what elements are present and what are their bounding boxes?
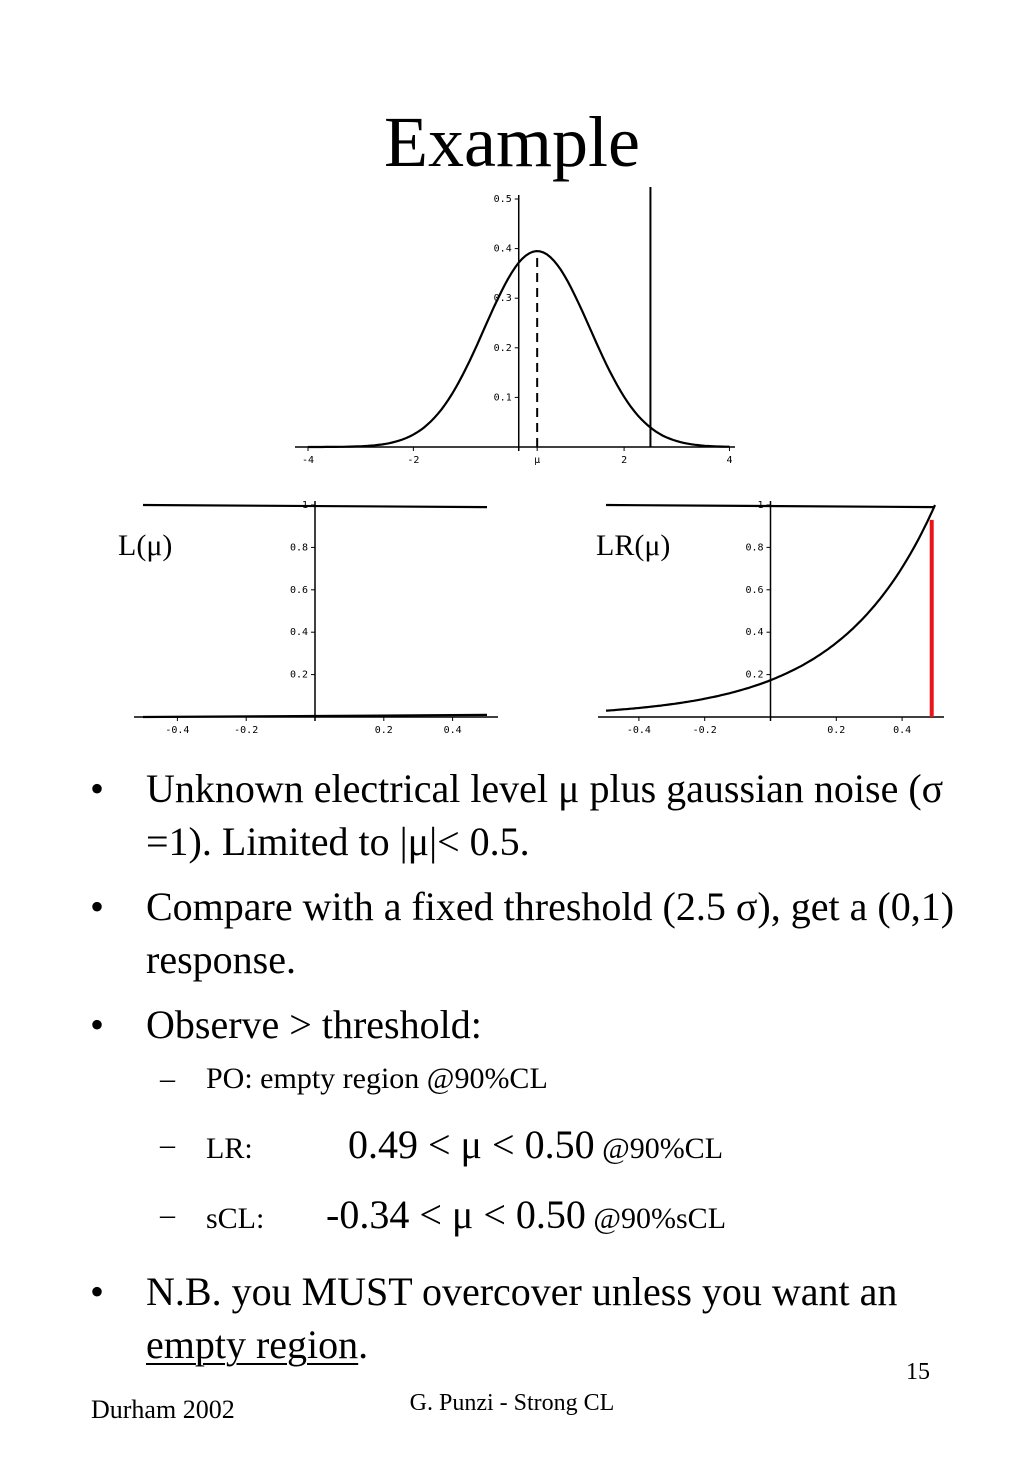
- sub-bullet-po: – PO: empty region @90%CL: [90, 1059, 970, 1099]
- lr-label: LR:: [206, 1132, 253, 1165]
- y-tick-label: 0.8: [290, 542, 308, 553]
- empty-region-link: empty region: [146, 1322, 359, 1367]
- series-line: [142, 713, 488, 719]
- y-tick-label: 0.4: [745, 627, 763, 638]
- x-tick-label: 0.4: [444, 725, 462, 736]
- y-tick-label: 0.5: [494, 194, 512, 205]
- x-tick-label: 0.4: [893, 725, 911, 736]
- lr-cl: @90%CL: [602, 1132, 724, 1165]
- bullet-item: • N.B. you MUST overcover unless you wan…: [90, 1265, 970, 1371]
- bullet-dot: •: [90, 1002, 105, 1047]
- bullet-item: • Compare with a fixed threshold (2.5 σ)…: [90, 880, 970, 986]
- sub-bullet-lr: – LR: 0.49 < μ < 0.50 @90%CL: [90, 1125, 970, 1169]
- plot-label: L(μ): [118, 529, 172, 562]
- bullet-text: Compare with a fixed threshold (2.5 σ), …: [146, 884, 955, 982]
- slide-title: Example: [384, 102, 640, 182]
- footer-center: G. Punzi - Strong CL: [409, 1390, 615, 1416]
- x-tick-label: 0.2: [827, 725, 845, 736]
- bullet-text-suffix: .: [358, 1322, 369, 1367]
- scl-cl: @90%sCL: [593, 1202, 727, 1235]
- y-tick-label: 0.4: [494, 244, 512, 255]
- page-number: 15: [906, 1359, 930, 1385]
- y-tick-label: 0.1: [494, 392, 512, 403]
- bullet-text: Observe > threshold:: [146, 1002, 482, 1047]
- sub-bullet-dash: –: [160, 1198, 175, 1231]
- gaussian-noise-plot: -4 -2 μ 2 4 0.1 0.2 0.3 0.4 0.5: [295, 187, 735, 466]
- x-tick-label: -2: [407, 455, 419, 466]
- x-tick-label: μ: [534, 455, 540, 466]
- x-tick-label: -4: [302, 455, 314, 466]
- bullet-item: • Observe > threshold:: [90, 998, 970, 1051]
- y-tick-label: 0.6: [290, 585, 308, 596]
- bullet-list: • Unknown electrical level μ plus gaussi…: [90, 762, 970, 1383]
- bullet-dot: •: [90, 1269, 105, 1314]
- sub-bullet-text: PO: empty region @90%CL: [206, 1062, 548, 1095]
- x-tick-label: 2: [621, 455, 627, 466]
- bullet-text-prefix: N.B. you MUST overcover unless you want …: [146, 1269, 898, 1314]
- x-tick-label: -0.2: [693, 725, 717, 736]
- lr-interval: 0.49 < μ < 0.50: [348, 1122, 595, 1167]
- sub-bullet-dash: –: [160, 1062, 175, 1095]
- series-line: [308, 249, 730, 449]
- x-tick-label: 0.2: [375, 725, 393, 736]
- y-tick-label: 0.2: [745, 670, 763, 681]
- series-line: [605, 504, 937, 712]
- x-tick-label: -0.4: [165, 725, 189, 736]
- bullet-item: • Unknown electrical level μ plus gaussi…: [90, 762, 970, 868]
- footer-left: Durham 2002: [91, 1395, 235, 1424]
- likelihood-plot: -0.4 -0.2 0.2 0.40.20.40.60.81L(μ): [118, 500, 498, 736]
- series-line: [605, 503, 936, 509]
- y-tick-label: 0.3: [494, 293, 512, 304]
- series-line: [142, 503, 488, 509]
- bullet-text: Unknown electrical level μ plus gaussian…: [146, 766, 944, 864]
- x-tick-label: -0.4: [627, 725, 651, 736]
- y-tick-label: 0.2: [494, 343, 512, 354]
- x-tick-label: 4: [726, 455, 732, 466]
- plot-label: LR(μ): [596, 529, 670, 562]
- y-tick-label: 0.2: [290, 670, 308, 681]
- sub-bullet-scl: – sCL: -0.34 < μ < 0.50 @90%sCL: [90, 1195, 970, 1239]
- x-tick-label: -0.2: [234, 725, 258, 736]
- scl-label: sCL:: [206, 1202, 265, 1235]
- y-tick-label: 0.8: [745, 542, 763, 553]
- y-tick-label: 0.6: [745, 585, 763, 596]
- scl-interval: -0.34 < μ < 0.50: [326, 1192, 586, 1237]
- y-tick-label: 0.4: [290, 627, 308, 638]
- sub-bullet-dash: –: [160, 1128, 175, 1161]
- bullet-dot: •: [90, 766, 105, 811]
- bullet-dot: •: [90, 884, 105, 929]
